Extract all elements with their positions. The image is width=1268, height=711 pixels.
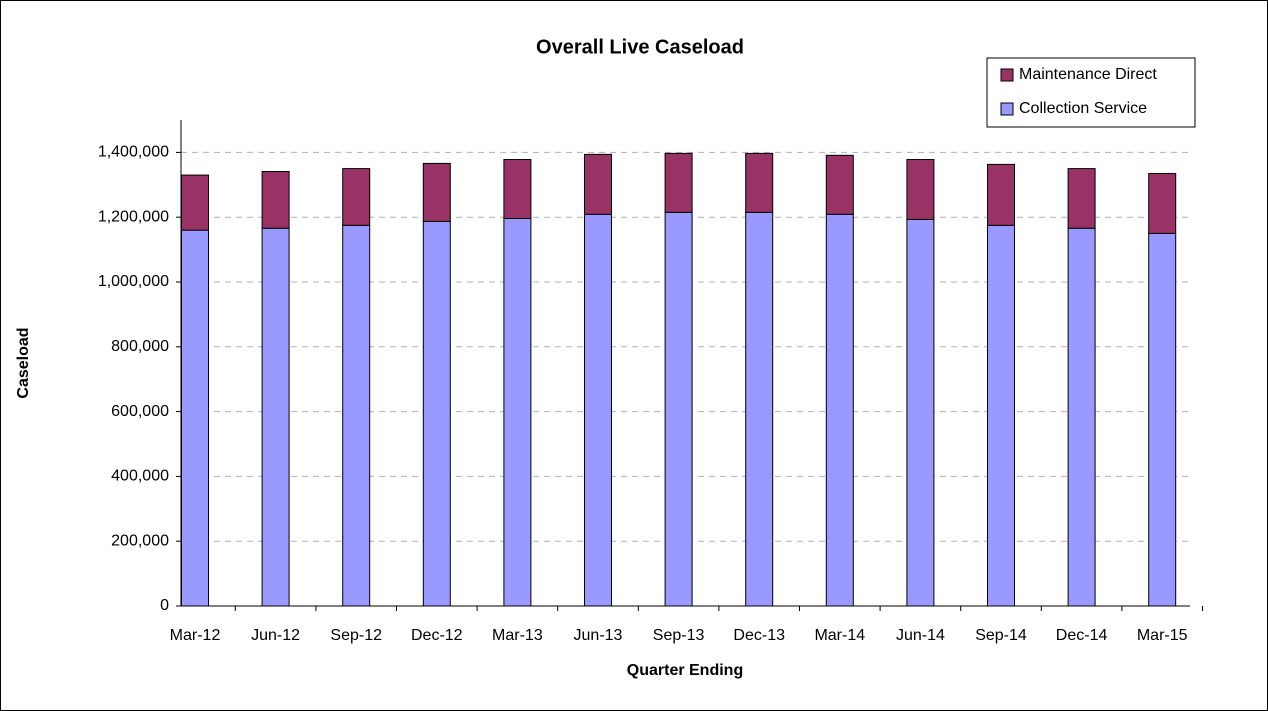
bar-segment [261,171,290,229]
x-tick-label: Sep-13 [653,627,705,644]
bar-segment [503,217,532,607]
x-tick-label: Jun-13 [574,627,623,644]
y-tick-label: 0 [160,597,169,614]
y-tick-label: 200,000 [111,532,169,549]
x-tick-label: Mar-14 [814,627,865,644]
bar-segment [181,174,209,231]
bar-segment [664,152,693,213]
bar-segment [664,211,693,607]
x-tick-label: Jun-12 [251,627,300,644]
x-tick-label: Dec-14 [1056,627,1108,644]
bar-segment [584,213,612,607]
x-tick-label: Jun-14 [896,627,945,644]
bar-segment [1148,232,1177,607]
axes: 0 200,000 400,000 600,000 800,000 1,000,000 1,… [98,120,1203,644]
y-tick-label: 400,000 [111,468,169,485]
bar-segment [745,211,774,607]
y-tick-label: 1,200,000 [98,208,169,225]
x-tick-label: Sep-14 [975,627,1027,644]
y-tick-label: 1,400,000 [98,144,169,161]
legend-label: Maintenance Direct [1019,66,1157,83]
y-tick-label: 600,000 [111,403,169,420]
x-tick-label: Mar-12 [170,627,221,644]
bar-segment [1148,172,1177,234]
x-tick-label: Mar-13 [492,627,543,644]
legend-box [986,57,1196,128]
bar-segment [342,224,371,607]
y-tick-label: 800,000 [111,338,169,355]
bar-segment [503,159,532,219]
bar-segment [584,153,612,215]
bar-segment [906,218,935,607]
bar-segment [342,168,371,226]
x-axis-label: Quarter Ending [627,662,743,679]
bar-segment [987,163,1015,226]
legend-swatch [1000,68,1014,82]
bars [181,152,1177,607]
bar-segment [181,229,209,607]
bar-segment [987,224,1015,607]
bar-segment [422,162,451,222]
bar-segment [906,159,935,220]
y-tick-label: 1,000,000 [98,273,169,290]
legend-label: Collection Service [1019,100,1147,117]
bar-segment [261,227,290,607]
x-tick-label: Dec-12 [411,627,463,644]
x-tick-label: Dec-13 [733,627,785,644]
legend-swatch [1000,102,1014,116]
bar-segment [825,154,854,215]
bar-segment [745,152,774,213]
bar-segment [1067,227,1096,607]
bar-segment [422,220,451,607]
legend: Maintenance Direct Collection Service [986,57,1196,128]
bar-segment [825,213,854,607]
bar-segment [1067,168,1096,229]
x-tick-label: Mar-15 [1137,627,1188,644]
x-tick-label: Sep-12 [330,627,382,644]
chart-title: Overall Live Caseload [536,36,744,58]
y-axis-label: Caseload [15,327,32,398]
